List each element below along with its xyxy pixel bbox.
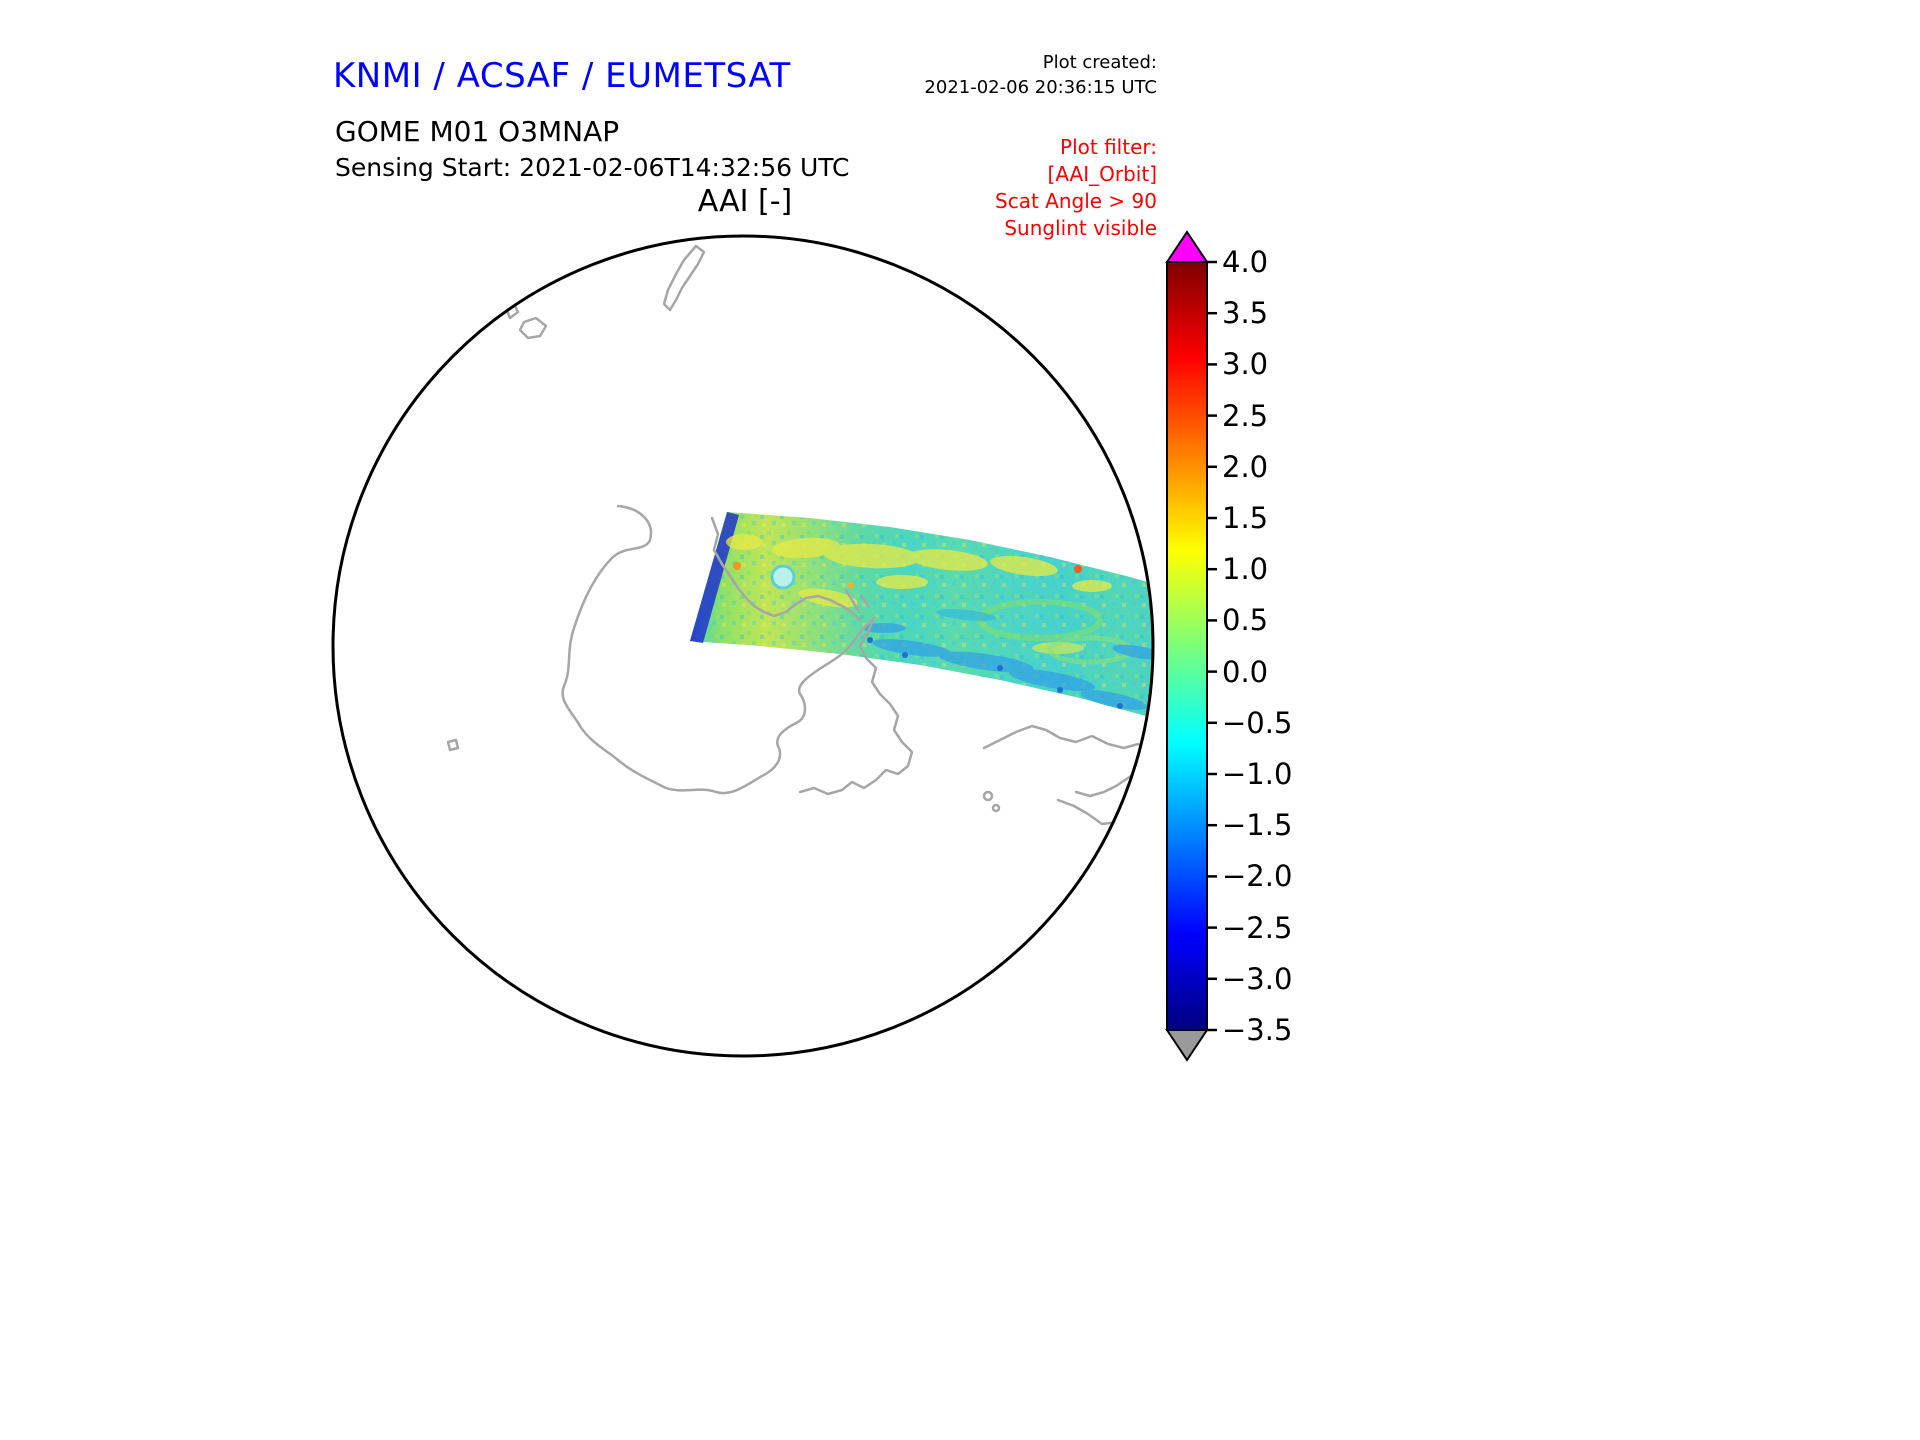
colorbar-under-arrow (1165, 1029, 1209, 1062)
plot-filter-line: Scat Angle > 90 (995, 189, 1157, 213)
swath-edge-dark-blue (690, 512, 739, 643)
colorbar-tick-label: −2.0 (1222, 859, 1293, 893)
plot-filter-line: [AAI_Orbit] (1047, 162, 1157, 186)
colorbar-tick-label: −1.5 (1222, 808, 1293, 842)
swath-blue-streaks (862, 609, 1153, 710)
colorbar (1165, 230, 1217, 1062)
colorbar-tick-label: 2.0 (1222, 450, 1269, 484)
colorbar-tick-marks (1207, 260, 1217, 1032)
colorbar-tick-label: 3.0 (1222, 347, 1269, 381)
map-title: AAI [-] (697, 184, 793, 219)
colorbar-tick-label: −3.5 (1222, 1013, 1293, 1047)
plot-filter-line: Sunglint visible (1004, 216, 1157, 240)
plot-filter-line: Plot filter: (1060, 135, 1157, 159)
colorbar-tick-label: −1.0 (1222, 757, 1293, 791)
swath-yellow-patches (726, 534, 1112, 654)
org-title: KNMI / ACSAF / EUMETSAT (333, 56, 791, 96)
colorbar-tick-label: 0.0 (1222, 655, 1269, 689)
colorbar-tick-label: −2.5 (1222, 911, 1293, 945)
map-outline-circle (331, 234, 1155, 1058)
colorbar-tick-label: 0.5 (1222, 603, 1269, 637)
colorbar-tick-label: 2.5 (1222, 399, 1269, 433)
colorbar-over-arrow (1165, 230, 1209, 263)
colorbar-tick-label: 4.0 (1222, 245, 1269, 279)
plot-created: Plot created: 2021-02-06 20:36:15 UTC (924, 50, 1157, 100)
swath-orange-dots (733, 562, 1082, 588)
aai-swath (690, 512, 1153, 722)
colorbar-tick-label: −0.5 (1222, 706, 1293, 740)
colorbar-gradient (1166, 261, 1208, 1031)
colorbar-tick-label: 3.5 (1222, 296, 1269, 330)
sensing-start: Sensing Start: 2021-02-06T14:32:56 UTC (335, 153, 850, 182)
colorbar-tick-label: 1.0 (1222, 552, 1269, 586)
product-name: GOME M01 O3MNAP (335, 115, 620, 148)
colorbar-tick-label: 1.5 (1222, 501, 1269, 535)
swath-cyan-spot (770, 564, 796, 590)
plot-filter: Plot filter: [AAI_Orbit] Scat Angle > 90… (995, 134, 1157, 242)
plot-created-value: 2021-02-06 20:36:15 UTC (924, 77, 1157, 98)
swath-deep-blue-dots (867, 637, 1123, 709)
plot-created-label: Plot created: (1042, 52, 1157, 73)
colorbar-tick-label: −3.0 (1222, 962, 1293, 996)
